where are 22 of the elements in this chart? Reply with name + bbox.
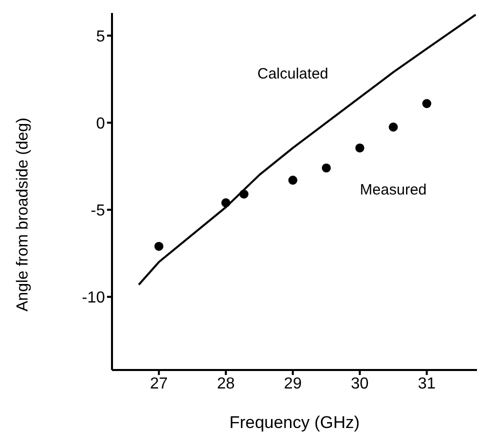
x-axis-title: Frequency (GHz)	[229, 413, 360, 432]
x-tick-label: 30	[350, 375, 369, 392]
point	[422, 99, 432, 108]
point	[221, 198, 230, 208]
y-tick-label: 0	[96, 115, 106, 132]
text: Calculated	[257, 65, 328, 82]
x-tick-label: 29	[284, 375, 302, 392]
point	[239, 190, 248, 199]
line-series	[138, 14, 477, 286]
y-tick-label: -10	[82, 290, 106, 307]
y-tick-label: 5	[96, 28, 106, 46]
point	[322, 163, 331, 172]
x-tick-label: 27	[150, 375, 168, 392]
point	[154, 242, 164, 251]
y-tick-label: -5	[90, 202, 106, 220]
x-tick-label: 28	[216, 375, 235, 392]
series-label: Measured	[360, 181, 427, 198]
point	[288, 176, 298, 185]
x-tick-label: 31	[418, 375, 436, 392]
point	[388, 122, 398, 132]
point	[355, 143, 364, 152]
y-axis-title: Angle from broadside (deg)	[14, 118, 32, 312]
